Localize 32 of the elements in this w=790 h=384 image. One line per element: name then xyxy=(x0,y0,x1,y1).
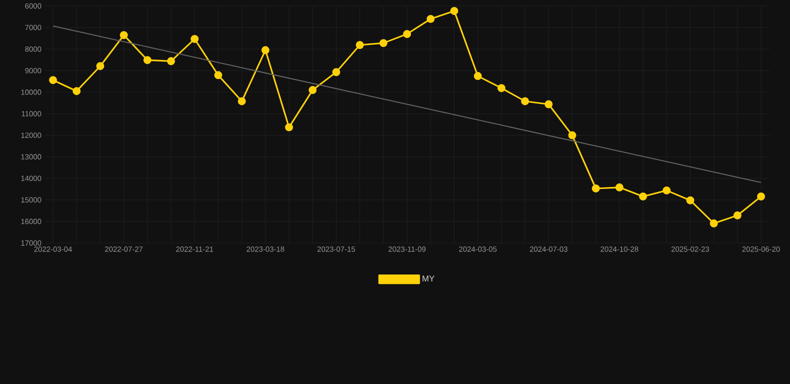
point xyxy=(379,39,388,48)
point xyxy=(450,6,458,15)
point xyxy=(49,76,58,84)
point xyxy=(285,123,294,132)
legend-label: MY xyxy=(422,276,434,282)
point xyxy=(261,46,270,54)
point xyxy=(544,100,553,108)
point xyxy=(733,211,742,220)
point xyxy=(403,30,412,38)
point xyxy=(332,68,340,76)
point xyxy=(639,192,648,200)
point xyxy=(592,184,600,192)
point xyxy=(497,84,506,92)
point xyxy=(568,131,576,140)
point xyxy=(686,196,694,204)
point xyxy=(120,31,128,40)
point xyxy=(214,71,222,80)
point xyxy=(615,183,624,192)
point xyxy=(72,87,81,96)
point xyxy=(238,97,246,106)
point xyxy=(757,192,766,200)
point xyxy=(474,72,482,80)
point xyxy=(143,56,152,64)
point xyxy=(308,86,317,94)
point xyxy=(710,219,718,228)
point xyxy=(426,14,435,23)
point xyxy=(662,186,671,194)
point xyxy=(167,57,176,66)
point xyxy=(96,62,104,70)
point xyxy=(521,97,530,106)
point xyxy=(190,34,199,43)
point xyxy=(356,41,364,49)
